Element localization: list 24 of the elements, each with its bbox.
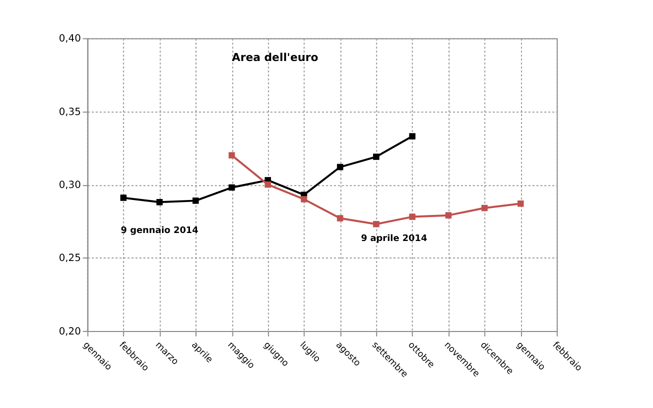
point — [409, 133, 416, 140]
point — [336, 215, 344, 222]
point — [445, 212, 452, 218]
point — [228, 152, 235, 158]
point — [481, 204, 488, 212]
point — [373, 154, 380, 160]
point — [517, 200, 524, 207]
point — [300, 196, 308, 202]
text: 9 gennaio 2014 — [120, 226, 198, 236]
point — [192, 198, 199, 204]
y-tick-label: 0,25 — [58, 253, 81, 264]
series-label: 9 aprile 2014 — [360, 234, 428, 244]
point — [336, 164, 344, 170]
y-tick-label: 0,30 — [58, 180, 81, 192]
point — [120, 194, 127, 201]
y-tick-label: 0,40 — [58, 34, 81, 45]
y-tick-label: 0,35 — [58, 106, 81, 118]
point — [228, 184, 235, 191]
point — [373, 220, 380, 228]
point — [264, 181, 272, 188]
y-tick-label: 0,20 — [58, 326, 81, 338]
point — [409, 214, 416, 220]
point — [156, 199, 163, 206]
text: Area dell'euro — [232, 51, 319, 64]
